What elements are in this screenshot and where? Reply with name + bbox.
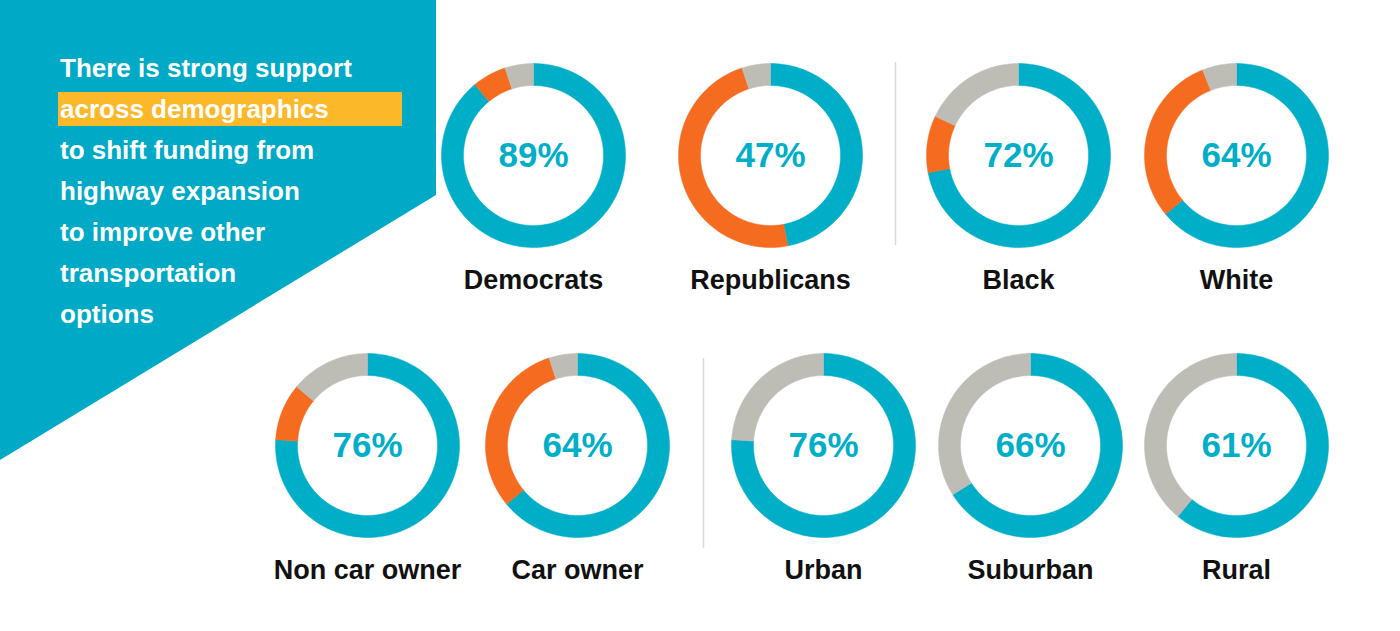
html-text:across demographics: across demographics [60,94,329,124]
svg-text:Democrats: Democrats [464,265,604,295]
svg-text:47%: 47% [735,135,805,174]
svg-text:Urban: Urban [784,555,862,585]
svg-text:Rural: Rural [1202,555,1271,585]
svg-text:66%: 66% [995,425,1065,464]
svg-text:89%: 89% [498,135,568,174]
svg-text:64%: 64% [542,425,612,464]
svg-text:White: White [1200,265,1274,295]
svg-text:Suburban: Suburban [968,555,1094,585]
html-text:highway expansion: highway expansion [60,176,300,206]
svg-text:76%: 76% [332,425,402,464]
svg-text:76%: 76% [788,425,858,464]
html-text:transportation: transportation [60,258,237,288]
html-text:There is strong support: There is strong support [60,53,352,83]
svg-text:Non car owner: Non car owner [274,555,462,585]
html-text:to shift funding from: to shift funding from [60,135,315,165]
html-text:options: options [60,299,154,329]
svg-text:61%: 61% [1201,425,1271,464]
svg-text:Black: Black [982,265,1055,295]
svg-text:72%: 72% [983,135,1053,174]
svg-text:Car owner: Car owner [511,555,644,585]
svg-text:64%: 64% [1201,135,1271,174]
html-text:to improve other: to improve other [60,217,266,247]
svg-text:Republicans: Republicans [690,265,851,295]
